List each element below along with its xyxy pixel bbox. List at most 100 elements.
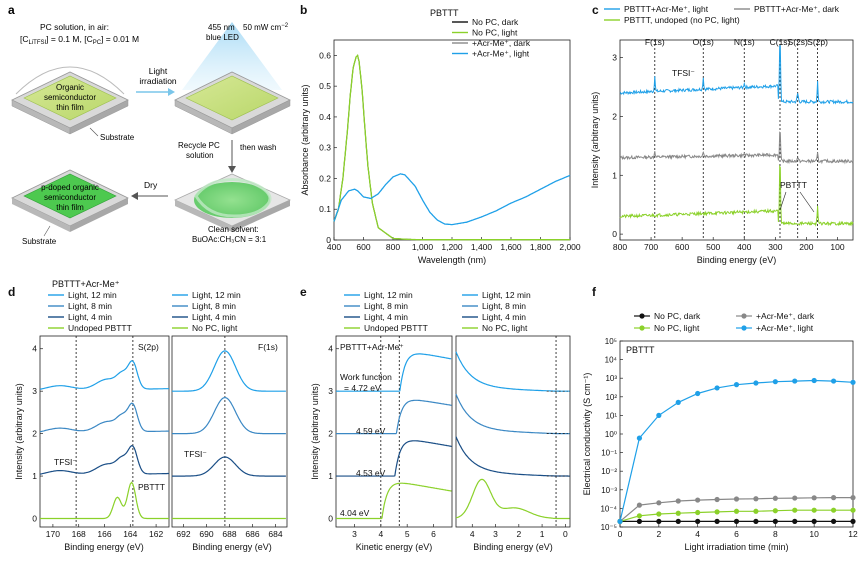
y-tick-label: 0.4 xyxy=(319,112,331,122)
arrowhead-icon xyxy=(168,88,175,96)
legend-entry: PBTTT+Acr-Me⁺, light xyxy=(624,4,709,14)
data-point xyxy=(733,382,740,388)
series-line-secondary-edge xyxy=(394,440,452,477)
x-tick-label: 170 xyxy=(46,529,60,539)
legend-entry: Light, 12 min xyxy=(364,290,413,300)
legend-entry: Light, 4 min xyxy=(68,312,112,322)
data-point xyxy=(772,508,778,514)
series-line-no-pc-light xyxy=(333,54,570,241)
data-point xyxy=(675,510,681,516)
legend-entry: +Acr-Me⁺, dark xyxy=(756,311,815,321)
y-tick-label: 10³ xyxy=(605,374,617,383)
data-point xyxy=(830,378,837,384)
tfsi-annotation: TFSI⁻ xyxy=(184,449,207,459)
y-tick-label: 0 xyxy=(612,229,617,239)
data-point xyxy=(792,518,798,525)
substrate-label-2: Substrate xyxy=(22,237,57,246)
data-point xyxy=(656,511,662,517)
y-axis-label: Intensity (arbitrary units) xyxy=(310,383,320,480)
recycle-text-1: Recycle PC xyxy=(178,141,220,150)
then-wash-text: then wash xyxy=(240,143,276,152)
x-tick-label: 0 xyxy=(618,529,623,539)
substrate-plate-4 xyxy=(11,169,129,232)
x-tick-label: 1,600 xyxy=(500,242,522,252)
chart-c: c PBTTT+Acr-Me⁺, light PBTTT+Acr-Me⁺, dark… xyxy=(590,3,854,265)
series-line-acr-dark xyxy=(333,54,570,241)
chart-f: f No PC, dark +Acr-Me⁺, dark No PC, light +A… xyxy=(582,285,858,552)
x-tick-label: 168 xyxy=(72,529,86,539)
panel-label-c: c xyxy=(592,3,599,17)
work-function-value: 4.59 eV xyxy=(356,426,386,436)
y-tick-label: 10⁻⁴ xyxy=(600,504,617,513)
plot-frame-c xyxy=(619,39,854,241)
peak-label: S(2s) xyxy=(788,37,808,47)
series-line-valence xyxy=(455,393,570,435)
pdoped-text-2: semiconductor xyxy=(44,193,96,202)
y-tick-label: 10² xyxy=(605,393,617,402)
led-text-2: blue LED xyxy=(206,33,239,42)
series-line-no-pc-dark xyxy=(333,54,570,241)
led-text-1: 455 nm xyxy=(208,23,235,32)
y-tick-label: 3 xyxy=(32,386,37,396)
legend-entry: PBTTT, undoped (no PC, light) xyxy=(624,15,740,25)
led-beam xyxy=(182,22,282,90)
film-text-1: Organic xyxy=(56,83,84,92)
y-tick-label: 1 xyxy=(612,170,617,180)
data-point xyxy=(850,507,856,513)
x-axis-label: Light irradiation time (min) xyxy=(684,542,788,552)
y-tick-label: 10⁵ xyxy=(605,337,617,346)
x-tick-label: 10 xyxy=(809,529,819,539)
y-tick-label: 10⁴ xyxy=(605,356,618,365)
legend-entry: PBTTT+Acr-Me⁺, dark xyxy=(754,4,840,14)
data-point xyxy=(811,495,817,501)
legend-entry: No PC, light xyxy=(472,28,518,38)
legend-entry: +Acr-Me⁺, light xyxy=(756,323,814,333)
x-tick-label: 1 xyxy=(540,529,545,539)
legend-entry: Light, 4 min xyxy=(482,312,526,322)
legend-entry: No PC, light xyxy=(482,323,528,333)
substrate-plate-3 xyxy=(174,173,291,232)
data-point xyxy=(714,496,720,503)
data-point xyxy=(714,385,720,391)
y-tick-label: 4 xyxy=(328,344,333,354)
series-line-secondary-edge xyxy=(395,399,452,434)
data-point xyxy=(636,502,643,508)
data-point xyxy=(695,497,701,503)
pdoped-text-1: p-doped organic xyxy=(41,183,99,192)
series-line-valence xyxy=(455,436,570,477)
film-text-3: thin film xyxy=(56,103,84,112)
data-point xyxy=(811,518,817,525)
x-axis-label: Binding energy (eV) xyxy=(697,255,777,265)
data-point xyxy=(753,508,759,514)
panel-label-b: b xyxy=(300,3,307,17)
work-function-value: = 4.72 eV xyxy=(344,383,381,393)
panel-label-d: d xyxy=(8,285,15,299)
recycle-text-2: solution xyxy=(186,151,214,160)
x-tick-label: 2 xyxy=(516,529,521,539)
series-line-dark xyxy=(619,131,854,165)
x-tick-label: 700 xyxy=(644,242,658,252)
panel-label-e: e xyxy=(300,285,307,299)
legend-entry: No PC, dark xyxy=(654,311,701,321)
data-point xyxy=(636,513,643,519)
y-tick-label: 1 xyxy=(328,471,333,481)
x-tick-label: 1,200 xyxy=(441,242,463,252)
panel-title-s2p: S(2p) xyxy=(138,342,159,352)
data-point xyxy=(636,518,643,525)
y-tick-label: 10⁻⁵ xyxy=(601,523,617,532)
pc-concentration-text: [CLiTFSI] = 0.1 M, [CPC] = 0.01 M xyxy=(20,34,139,46)
data-point xyxy=(675,399,681,405)
x-tick-label: 1,000 xyxy=(412,242,434,252)
series-line-s2p-undoped xyxy=(40,481,169,520)
x-tick-label: 4 xyxy=(378,529,383,539)
arrowhead-left-icon xyxy=(131,192,138,200)
data-point xyxy=(792,507,798,513)
data-point xyxy=(830,507,837,513)
series-line-secondary-edge xyxy=(399,353,452,392)
data-point xyxy=(675,518,681,525)
series-line-f1s xyxy=(172,456,286,477)
legend-entry-marker xyxy=(741,313,747,319)
y-axis-label: Electrical conductivity (S cm⁻¹) xyxy=(582,373,592,496)
